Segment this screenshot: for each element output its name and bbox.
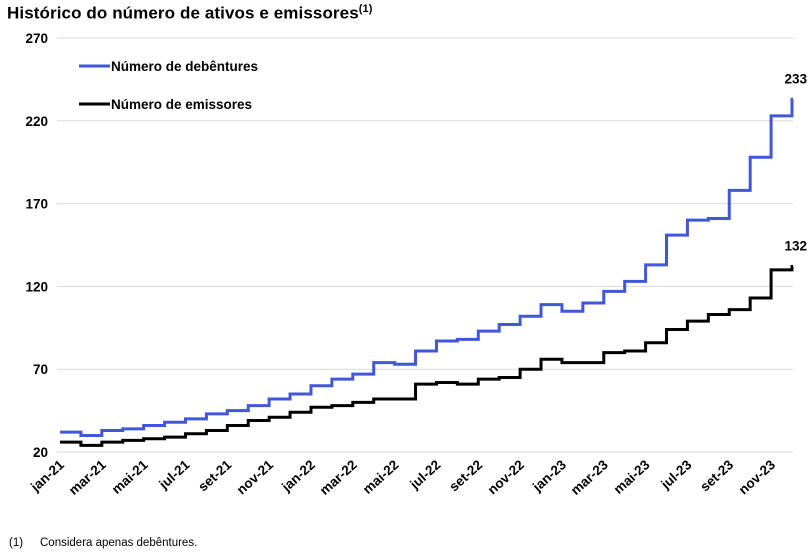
legend-label: Número de emissores (111, 97, 252, 112)
series-emissores-line (60, 265, 794, 447)
x-tick-label: set-22 (446, 457, 485, 494)
y-tick-label: 20 (33, 445, 48, 460)
x-tick-label: jan-21 (27, 457, 67, 495)
x-tick-label: nov-23 (736, 457, 779, 498)
end-label-debentures: 233 (784, 71, 807, 86)
series-debentures-line (60, 97, 794, 437)
x-tick-label: jan-22 (278, 457, 318, 495)
y-tick-label: 170 (25, 197, 48, 212)
footnote-marker: (1) (9, 537, 24, 549)
chart-title-superscript: (1) (358, 3, 373, 15)
chart-title-text: Histórico do número de ativos e emissore… (7, 3, 359, 23)
x-tick-label: jul-22 (406, 457, 443, 492)
x-tick-label: mai-21 (109, 457, 151, 497)
legend-label: Número de debêntures (111, 59, 258, 74)
x-tick-label: mar-22 (317, 457, 360, 498)
end-label-emissores: 132 (784, 239, 807, 254)
footnote-text: Considera apenas debêntures. (40, 537, 198, 549)
x-tick-label: jul-23 (657, 457, 694, 493)
y-tick-label: 270 (25, 31, 48, 46)
x-tick-label: mar-23 (568, 457, 611, 498)
x-tick-label: nov-21 (234, 457, 277, 498)
x-tick-label: set-23 (697, 457, 736, 495)
footnote: (1) Considera apenas debêntures. (9, 537, 197, 549)
x-tick-label: nov-22 (485, 457, 527, 497)
x-tick-label: mar-21 (66, 457, 109, 498)
y-tick-label: 120 (25, 279, 48, 294)
x-tick-label: set-21 (195, 457, 234, 495)
y-tick-label: 220 (25, 114, 48, 129)
chart-title: Histórico do número de ativos e emissore… (7, 3, 373, 24)
y-tick-label: 70 (33, 362, 48, 377)
x-tick-label: jul-21 (156, 457, 193, 493)
x-tick-label: jan-23 (529, 457, 569, 495)
x-tick-label: mai-22 (360, 457, 402, 497)
x-tick-label: mai-23 (611, 457, 653, 497)
